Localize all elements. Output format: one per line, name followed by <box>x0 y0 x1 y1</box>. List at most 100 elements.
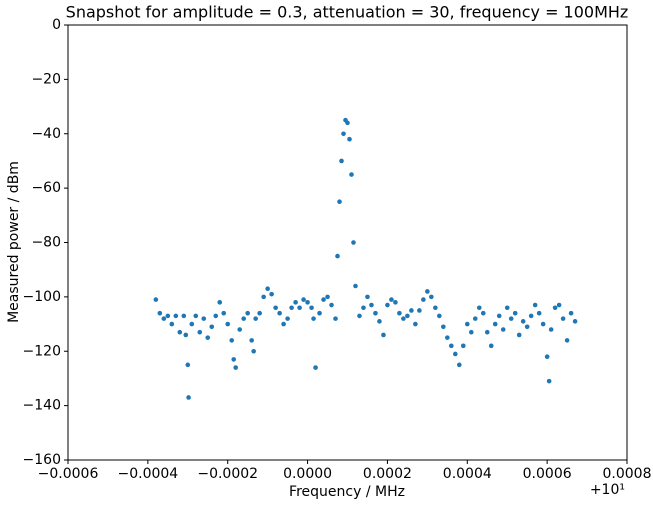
data-point <box>325 294 330 300</box>
data-point <box>484 329 490 335</box>
data-point <box>289 305 294 311</box>
data-point <box>405 313 410 319</box>
x-tick-label: 0.0000 <box>283 466 332 482</box>
data-point <box>397 310 402 316</box>
y-tick-label: 0 <box>52 17 61 33</box>
data-point <box>251 348 256 354</box>
chart-title: Snapshot for amplitude = 0.3, attenuatio… <box>66 3 629 22</box>
data-point <box>333 316 338 321</box>
data-point <box>311 316 316 321</box>
data-point <box>413 321 418 327</box>
data-point <box>173 313 179 319</box>
data-point <box>508 316 514 321</box>
data-point <box>457 362 462 368</box>
data-point <box>560 316 566 321</box>
data-point <box>189 321 195 327</box>
data-point <box>297 305 302 311</box>
data-point <box>301 297 306 302</box>
data-point <box>421 297 426 302</box>
data-point <box>401 316 406 321</box>
y-axis-label: Measured power / dBm <box>6 161 22 323</box>
data-point <box>305 300 310 305</box>
data-point <box>353 283 358 289</box>
plot-frame <box>67 24 628 461</box>
data-point <box>460 343 466 349</box>
data-point <box>193 313 199 319</box>
data-point <box>257 310 262 316</box>
y-tick-label: −160 <box>23 452 61 468</box>
data-point <box>321 297 326 302</box>
data-point <box>453 351 458 357</box>
data-point <box>425 289 430 294</box>
data-point <box>568 310 574 316</box>
data-point <box>500 327 506 332</box>
x-tick-label: −0.0004 <box>117 466 178 482</box>
data-point <box>229 338 235 343</box>
data-point <box>241 316 246 321</box>
data-point <box>488 343 494 349</box>
y-tick-label: −140 <box>23 398 61 414</box>
data-point <box>524 324 530 330</box>
data-point <box>548 327 554 332</box>
data-point <box>233 365 238 370</box>
data-point <box>476 305 482 311</box>
data-point <box>504 305 510 311</box>
data-point <box>445 335 450 340</box>
data-point <box>273 305 278 311</box>
data-point <box>369 302 374 308</box>
data-point <box>552 305 558 311</box>
data-point <box>293 300 298 305</box>
data-point <box>261 294 266 300</box>
data-point <box>181 313 187 319</box>
y-tick-label: −20 <box>31 71 61 87</box>
y-tick-label: −40 <box>31 126 61 142</box>
data-point <box>373 310 378 316</box>
data-point <box>347 136 352 142</box>
data-point <box>153 297 159 302</box>
y-tick-label: −60 <box>31 180 61 196</box>
data-point <box>337 199 342 205</box>
data-point <box>377 319 382 324</box>
data-point <box>269 291 274 297</box>
data-point <box>492 321 498 327</box>
data-point <box>209 324 215 330</box>
data-point <box>183 332 189 338</box>
data-point <box>161 316 167 321</box>
data-point <box>381 332 386 338</box>
y-tick-label: −80 <box>31 235 61 251</box>
data-point <box>213 313 219 319</box>
data-point <box>528 313 534 319</box>
data-point <box>449 343 454 349</box>
data-point <box>480 310 486 316</box>
data-point <box>157 310 163 316</box>
data-point <box>345 120 350 126</box>
data-point <box>516 332 522 338</box>
data-point <box>365 294 370 300</box>
data-point <box>221 310 227 316</box>
data-point <box>185 362 191 368</box>
data-point <box>237 327 242 332</box>
data-point <box>572 319 578 324</box>
x-axis-label: Frequency / MHz <box>289 484 405 500</box>
data-point <box>341 131 346 137</box>
x-tick-label: 0.0008 <box>603 466 652 482</box>
data-point <box>357 313 362 319</box>
data-point <box>339 158 344 164</box>
data-point <box>169 321 175 327</box>
x-tick-label: 0.0002 <box>363 466 412 482</box>
data-point <box>429 294 434 300</box>
data-point <box>165 313 171 319</box>
x-tick-label: 0.0004 <box>443 466 492 482</box>
data-point <box>520 319 526 324</box>
data-point <box>536 310 542 316</box>
data-point <box>317 310 322 316</box>
data-point <box>351 240 356 245</box>
data-point <box>225 321 231 327</box>
data-point <box>177 329 183 335</box>
data-point <box>385 302 390 308</box>
data-point <box>468 329 474 335</box>
data-point <box>389 297 394 302</box>
data-point <box>335 253 340 259</box>
data-point <box>231 357 237 362</box>
data-point <box>361 305 366 311</box>
